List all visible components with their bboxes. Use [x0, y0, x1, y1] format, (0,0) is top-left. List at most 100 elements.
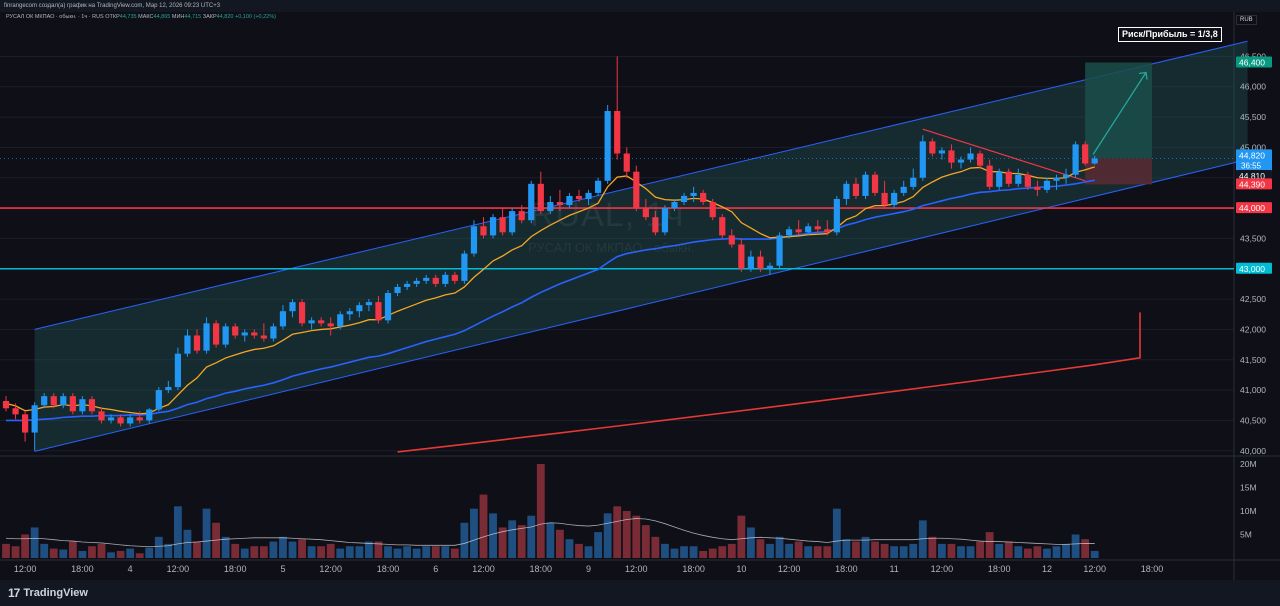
- candle-body: [938, 150, 945, 154]
- volume-bar: [221, 536, 230, 558]
- candle-body: [575, 195, 583, 199]
- candle-body: [1062, 174, 1070, 178]
- volume-bar: [431, 546, 440, 558]
- price-tick-label: 41,000: [1240, 385, 1266, 395]
- candle-body: [12, 408, 19, 415]
- volume-bar: [479, 494, 488, 558]
- candle: [881, 180, 888, 209]
- price-tag-box: [1236, 202, 1272, 214]
- volume-bar: [345, 546, 354, 558]
- close-value: 44,820: [216, 14, 234, 20]
- low-value: 44,715: [184, 14, 202, 20]
- volume-bar: [441, 546, 450, 558]
- candle: [41, 393, 48, 409]
- candle-body: [203, 323, 210, 351]
- volume-bar: [957, 546, 965, 558]
- candle-body: [174, 353, 181, 388]
- volume-bar: [1081, 539, 1090, 558]
- volume-bar: [670, 548, 679, 558]
- price-tick-label: 46,500: [1240, 51, 1266, 61]
- candle-body: [738, 244, 745, 269]
- candle-body: [213, 323, 220, 345]
- candle-body: [1072, 144, 1079, 175]
- time-tick-label: 18:00: [988, 564, 1011, 574]
- candle-body: [318, 320, 325, 324]
- candle: [795, 220, 802, 236]
- symbol-name[interactable]: РУСАЛ ОК МКПАО · обыкн. · 1ч · RUS: [6, 14, 104, 20]
- volume-bar: [737, 515, 746, 558]
- tradingview-brand[interactable]: 17 TradingView: [8, 586, 88, 600]
- price-tick-label: 40,000: [1240, 446, 1266, 456]
- change-value: +0,100 (+0,22%): [234, 14, 276, 20]
- volume-bar: [193, 541, 201, 558]
- candle-body: [900, 186, 907, 193]
- candle-body: [451, 274, 458, 281]
- volume-tick-label: 10M: [1240, 506, 1257, 516]
- candle-body: [719, 217, 726, 236]
- volume-bar: [355, 546, 364, 558]
- volume-bar: [823, 546, 832, 558]
- volume-bar: [40, 543, 49, 558]
- time-tick-label: 12:00: [931, 564, 954, 574]
- candle-body: [232, 326, 239, 336]
- candle: [996, 168, 1003, 190]
- volume-bar: [1090, 550, 1099, 558]
- candle-body: [566, 195, 573, 206]
- volume-bar: [126, 548, 135, 558]
- candle-body: [117, 417, 124, 424]
- volume-bar: [422, 546, 431, 558]
- volume-bar: [145, 547, 154, 558]
- volume-bar: [603, 513, 612, 558]
- candle: [88, 396, 96, 415]
- candle-body: [356, 305, 363, 312]
- currency-badge[interactable]: RUB: [1236, 15, 1257, 25]
- volume-bar: [594, 532, 602, 558]
- symbol-watermark: RUAL, 1ч: [530, 196, 685, 234]
- price-tick-label: 42,000: [1240, 324, 1266, 334]
- candle: [680, 192, 688, 206]
- candle: [709, 198, 716, 221]
- time-tick-label: 18:00: [377, 564, 400, 574]
- volume-bar: [259, 546, 268, 558]
- volume-bar: [899, 546, 908, 558]
- price-tag-label: 44,820: [1239, 150, 1265, 160]
- candle-body: [843, 183, 850, 199]
- volume-bar: [393, 548, 402, 558]
- candle-body: [2, 401, 10, 409]
- candle: [977, 150, 984, 169]
- candle: [566, 192, 573, 209]
- candle: [900, 180, 907, 196]
- volume-bar: [298, 539, 306, 558]
- candle-body: [413, 280, 420, 284]
- candle-body: [633, 171, 640, 209]
- candle: [1034, 180, 1041, 196]
- risk-reward-label[interactable]: Риск/Прибыль = 1/3,8: [1118, 27, 1222, 42]
- candle-body: [881, 192, 888, 206]
- candle: [1091, 155, 1098, 165]
- candle-body: [155, 390, 162, 410]
- candle: [308, 317, 315, 330]
- volume-bar: [1052, 546, 1061, 558]
- candle-body: [241, 332, 248, 336]
- volume-bar: [536, 464, 545, 558]
- candle-body: [891, 192, 898, 206]
- candle: [327, 317, 334, 336]
- volume-bar: [575, 543, 583, 558]
- volume-bar: [154, 536, 163, 558]
- candle-body: [165, 387, 172, 391]
- candle: [938, 147, 945, 160]
- price-tag-box: [1236, 56, 1272, 68]
- candle: [69, 393, 76, 415]
- candle: [671, 198, 678, 212]
- price-channel-fill: [34, 41, 1248, 452]
- candle-body: [919, 141, 926, 178]
- candle-body: [193, 335, 201, 351]
- candle: [652, 211, 659, 236]
- candle: [193, 329, 201, 354]
- volume-bar: [890, 546, 899, 558]
- price-tag-box: [1236, 149, 1272, 172]
- candle: [747, 250, 754, 272]
- volume-bar: [78, 550, 87, 558]
- volume-bar: [174, 506, 182, 558]
